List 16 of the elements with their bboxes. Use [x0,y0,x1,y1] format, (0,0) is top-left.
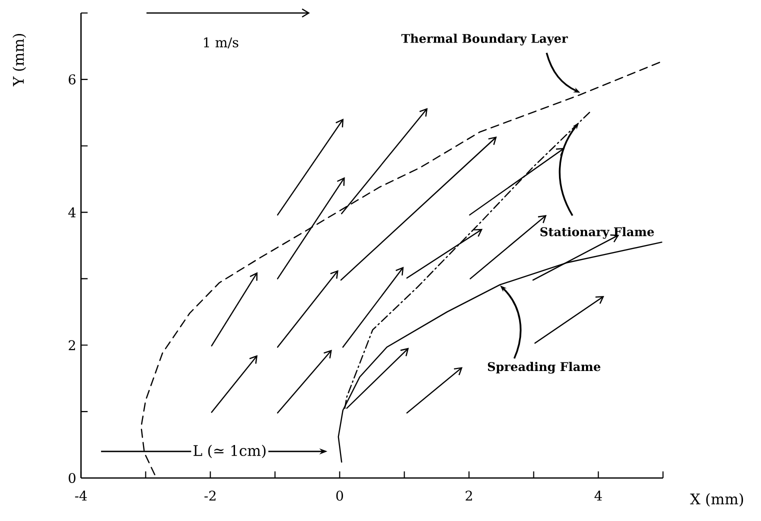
x-tick-label: -4 [75,490,87,501]
annotation: L (≃ 1cm) [194,444,266,458]
annotation: Stationary Flame [540,227,654,239]
y-tick-label: 0 [68,472,76,484]
x-axis-title: X (mm) [690,493,744,507]
x-tick-label: -2 [204,490,216,501]
annotation: Thermal Boundary Layer [401,34,568,46]
x-tick-label: 4 [594,490,602,501]
x-tick-label: 2 [466,490,472,501]
x-tick-label: 0 [336,490,344,501]
y-tick-label: 6 [68,74,76,84]
y-tick-label: 4 [68,207,76,218]
annotation: 1 m/s [204,37,238,48]
y-axis-title: Y (mm) [12,34,26,86]
annotation: Spreading Flame [488,362,600,374]
y-tick-label: 2 [68,340,75,350]
